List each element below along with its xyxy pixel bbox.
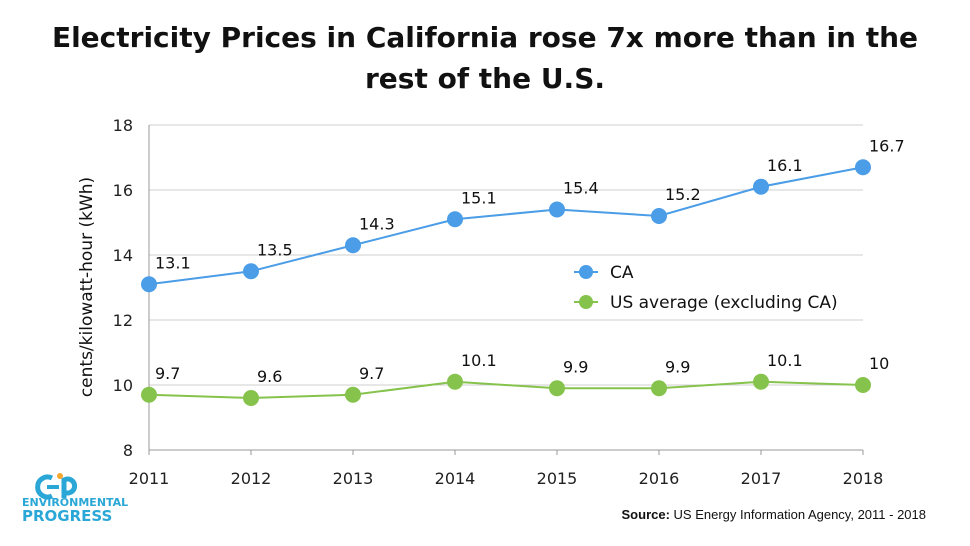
x-tick-label: 2015 [537, 469, 578, 488]
source-note: Source: US Energy Information Agency, 20… [622, 507, 926, 522]
data-point [651, 208, 667, 224]
data-point [855, 159, 871, 176]
y-tick-labels: 8 10 12 14 16 18 [113, 116, 133, 460]
data-label: 13.1 [155, 253, 191, 272]
data-label: 10.1 [461, 351, 497, 370]
data-point [753, 373, 769, 390]
data-label: 16.7 [869, 136, 905, 155]
x-tick-label: 2018 [843, 469, 884, 488]
data-point [243, 263, 259, 280]
data-point [345, 386, 361, 403]
data-label: 9.7 [155, 364, 180, 383]
data-point [549, 201, 565, 218]
series-line [148, 166, 864, 286]
y-axis-title: cents/kilowatt-hour (kWh) [77, 177, 97, 397]
chart-title-line-1: Electricity Prices in California rose 7x… [52, 21, 918, 54]
data-label: 10.1 [767, 351, 803, 370]
legend-item: CA [574, 263, 634, 283]
x-tick-label: 2013 [333, 469, 374, 488]
data-label: 10 [869, 354, 889, 373]
x-tick-label: 2014 [435, 469, 476, 488]
data-point [753, 178, 769, 195]
series-line [148, 380, 864, 400]
series-us-average: 9.7 9.6 9.7 10.1 9.9 9.9 10.1 10 [141, 351, 889, 406]
y-tick-label: 16 [113, 181, 133, 200]
data-point [651, 380, 667, 397]
logo-line-1: ENVIRONMENTAL [22, 496, 128, 509]
chart-title-line-2: rest of the U.S. [365, 62, 605, 95]
y-tick-label: 8 [123, 441, 133, 460]
data-label: 9.9 [665, 357, 690, 376]
legend-item: US average (excluding CA) [574, 293, 838, 313]
axes [148, 125, 864, 455]
data-label: 15.2 [665, 185, 701, 204]
environmental-progress-logo-icon [35, 473, 78, 500]
environmental-progress-logo: ENVIRONMENTAL PROGRESS [22, 473, 128, 525]
y-tick-label: 18 [113, 116, 133, 135]
y-tick-label: 12 [113, 311, 133, 330]
legend-label: CA [610, 263, 634, 283]
data-label: 9.6 [257, 367, 282, 386]
chart-title: Electricity Prices in California rose 7x… [52, 21, 918, 95]
data-point [855, 377, 871, 393]
legend-marker [579, 265, 593, 279]
series: 13.113.514.315.115.4 15.216.116.79.7 9.6 9.… [141, 136, 905, 406]
logo-line-2: PROGRESS [22, 507, 112, 525]
data-label: 9.7 [359, 364, 384, 383]
data-point [243, 390, 259, 406]
data-point [345, 237, 361, 254]
x-tick-labels: 2011 2012 2013 2014 2015 2016 2017 2018 [129, 469, 884, 488]
data-point [141, 276, 157, 293]
data-point [447, 373, 463, 390]
data-label: 15.1 [461, 188, 497, 207]
legend-label: US average (excluding CA) [610, 293, 838, 313]
legend: CA US average (excluding CA) [574, 263, 838, 313]
y-tick-label: 14 [113, 246, 133, 265]
data-label: 13.5 [257, 240, 293, 259]
data-label: 14.3 [359, 214, 395, 233]
source-text: US Energy Information Agency, 2011 - 201… [673, 507, 926, 522]
data-label: 9.9 [563, 357, 588, 376]
data-point [141, 386, 157, 403]
series-ca: 13.1 13.5 14.3 15.1 15.4 15.2 16.1 16.7 [141, 136, 905, 293]
legend-marker [579, 295, 593, 309]
data-label: 15.4 [563, 179, 599, 198]
x-tick-label: 2017 [741, 469, 782, 488]
y-tick-label: 10 [113, 376, 133, 395]
data-point [447, 211, 463, 228]
x-tick-label: 2012 [231, 469, 272, 488]
grid-lines [149, 124, 863, 386]
data-point [549, 380, 565, 397]
x-tick-label: 2011 [129, 469, 170, 488]
data-label: 16.1 [767, 156, 803, 175]
x-tick-label: 2016 [639, 469, 680, 488]
source-label: Source: [621, 507, 670, 522]
